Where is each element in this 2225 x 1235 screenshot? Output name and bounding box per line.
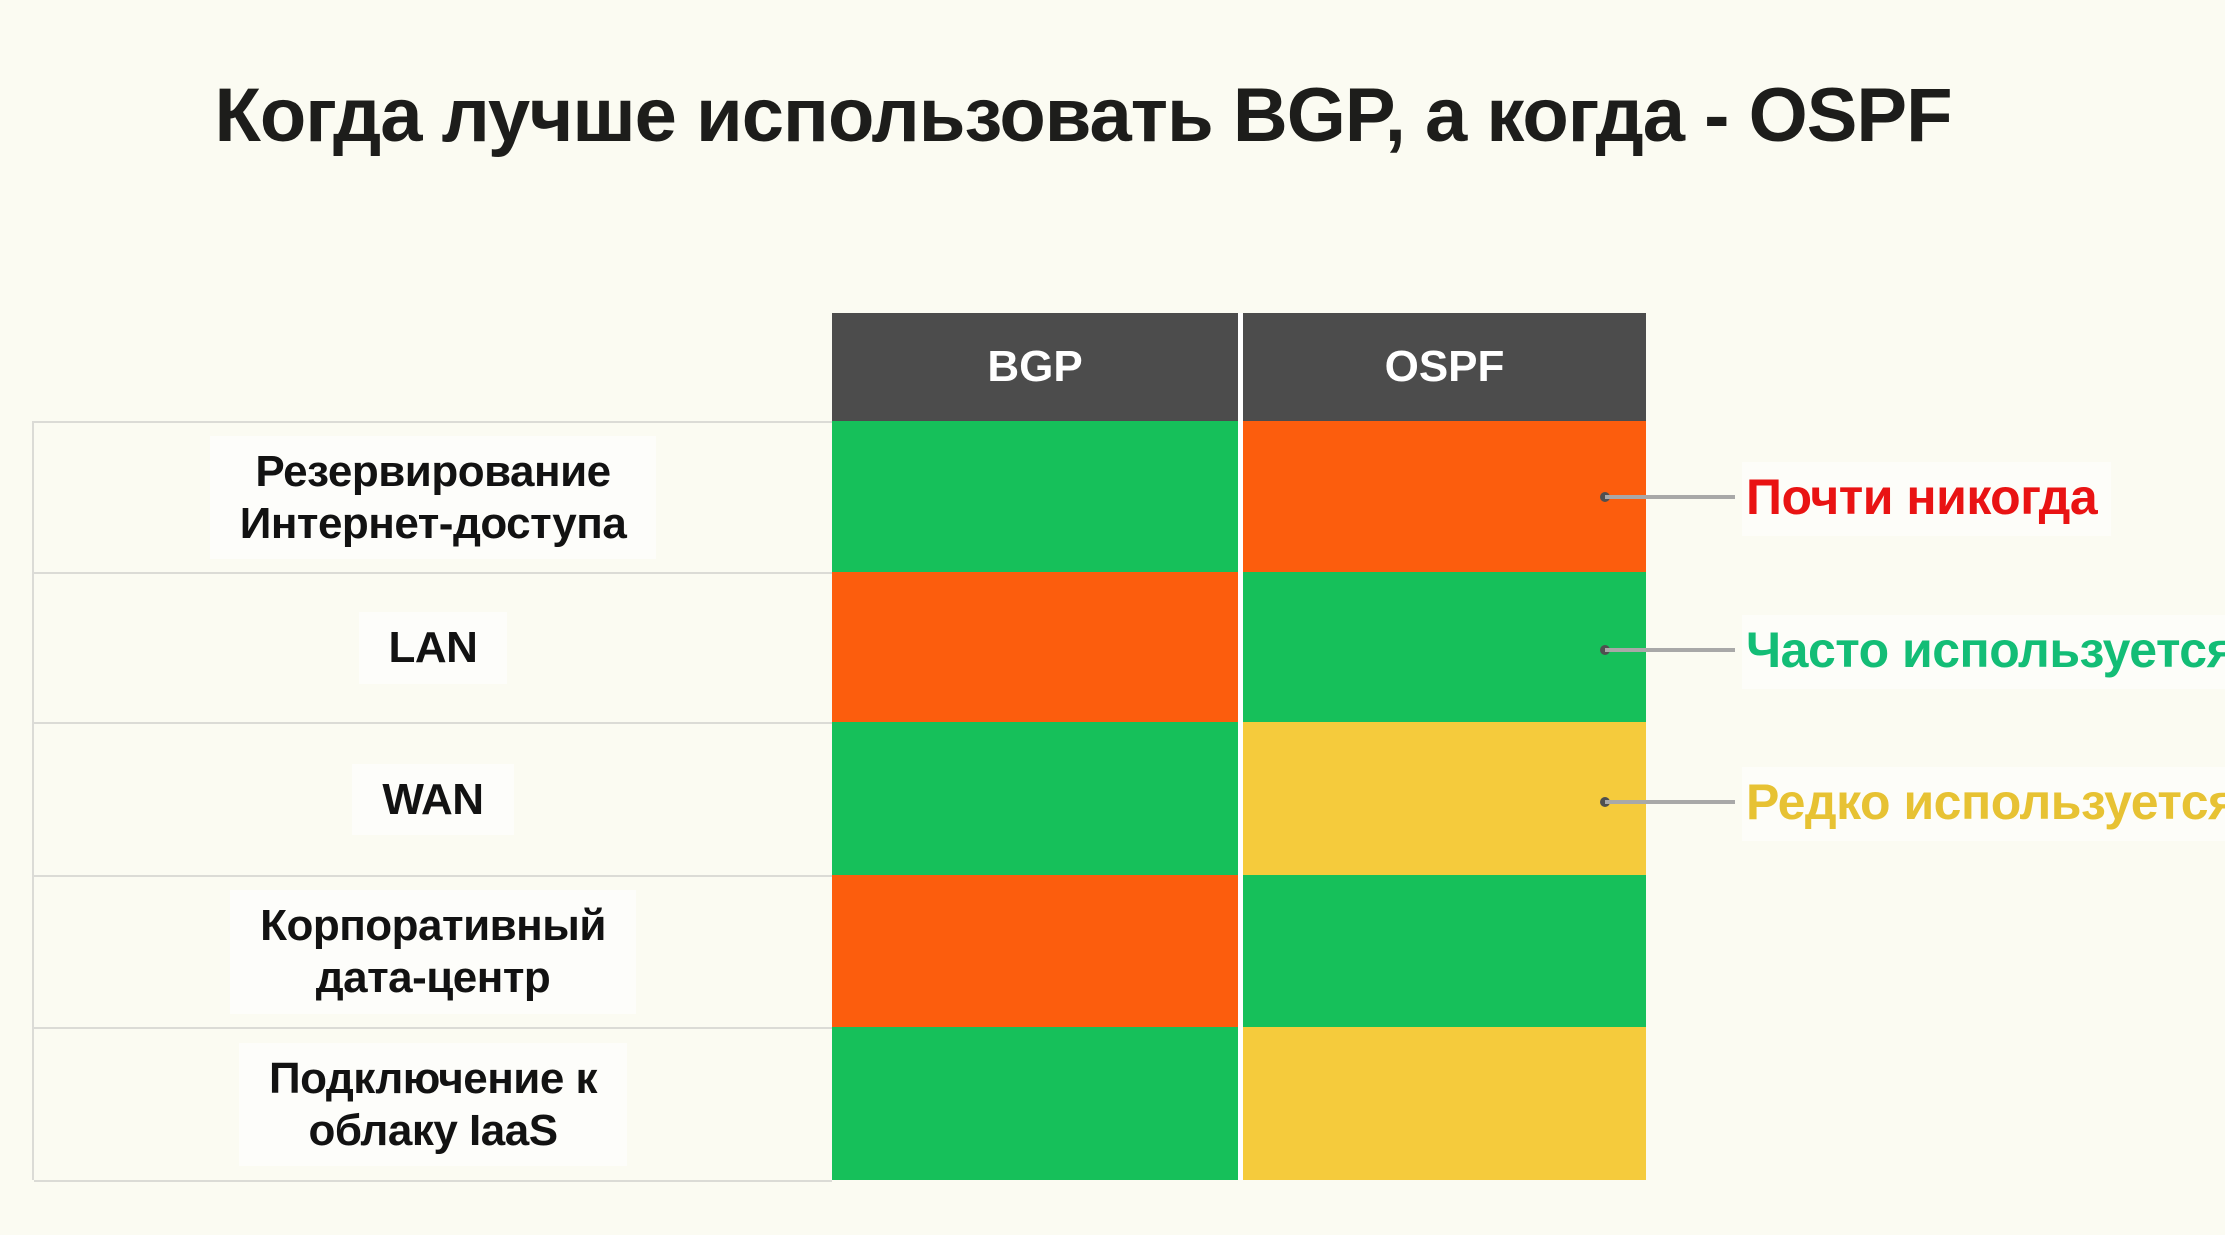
row-label-text: Подключение к облаку IaaS: [238, 1042, 628, 1167]
ospf-cell-wan: [1243, 722, 1646, 875]
row-label-line: дата-центр: [315, 953, 551, 1002]
table-row-label: Подключение к облаку IaaS: [34, 1029, 832, 1182]
legend-item-often-used: Часто используется: [1742, 615, 2225, 689]
row-label-line: Резервирование: [255, 446, 611, 496]
ospf-cell-lan: [1243, 572, 1646, 722]
bgp-cell-internet-redundancy: [832, 421, 1238, 572]
bgp-column: BGP: [832, 313, 1238, 1180]
ospf-column: OSPF: [1243, 313, 1646, 1180]
table-row-label: LAN: [34, 574, 832, 724]
ospf-cell-internet-redundancy: [1243, 421, 1646, 572]
bgp-column-header: BGP: [832, 313, 1238, 421]
table-row-label: Корпоративный дата-центр: [34, 877, 832, 1029]
row-label-text: Резервирование Интернет-доступа: [209, 435, 657, 560]
row-label-line: Интернет-доступа: [239, 498, 627, 548]
row-label-grid: Резервирование Интернет-доступа LAN WAN …: [32, 421, 832, 1182]
row-label-line: WAN: [382, 774, 484, 824]
legend-leader-line: [1605, 800, 1735, 804]
legend-leader-line: [1605, 648, 1735, 652]
ospf-cell-iaas-cloud: [1243, 1027, 1646, 1180]
row-label-line: облаку IaaS: [308, 1105, 558, 1155]
row-label-text: LAN: [358, 612, 508, 684]
row-label-text: WAN: [352, 763, 514, 836]
row-label-line: Корпоративный: [260, 901, 606, 951]
bgp-cell-datacenter: [832, 875, 1238, 1027]
legend-item-almost-never: Почти никогда: [1742, 462, 2112, 536]
ospf-column-header: OSPF: [1243, 313, 1646, 421]
row-label-line: Подключение к: [268, 1053, 598, 1103]
bgp-cell-lan: [832, 572, 1238, 722]
table-row-label: Резервирование Интернет-доступа: [34, 423, 832, 574]
bgp-cell-wan: [832, 722, 1238, 875]
table-row-label: WAN: [34, 724, 832, 877]
row-label-line: LAN: [388, 623, 478, 673]
ospf-cell-datacenter: [1243, 875, 1646, 1027]
legend-leader-line: [1605, 495, 1735, 499]
bgp-cell-iaas-cloud: [832, 1027, 1238, 1180]
legend-item-rarely-used: Редко используется: [1742, 767, 2225, 841]
page-title: Когда лучше использовать BGP, а когда - …: [214, 73, 1952, 158]
column-divider: [1238, 313, 1243, 1180]
row-label-text: Корпоративный дата-центр: [230, 890, 636, 1014]
